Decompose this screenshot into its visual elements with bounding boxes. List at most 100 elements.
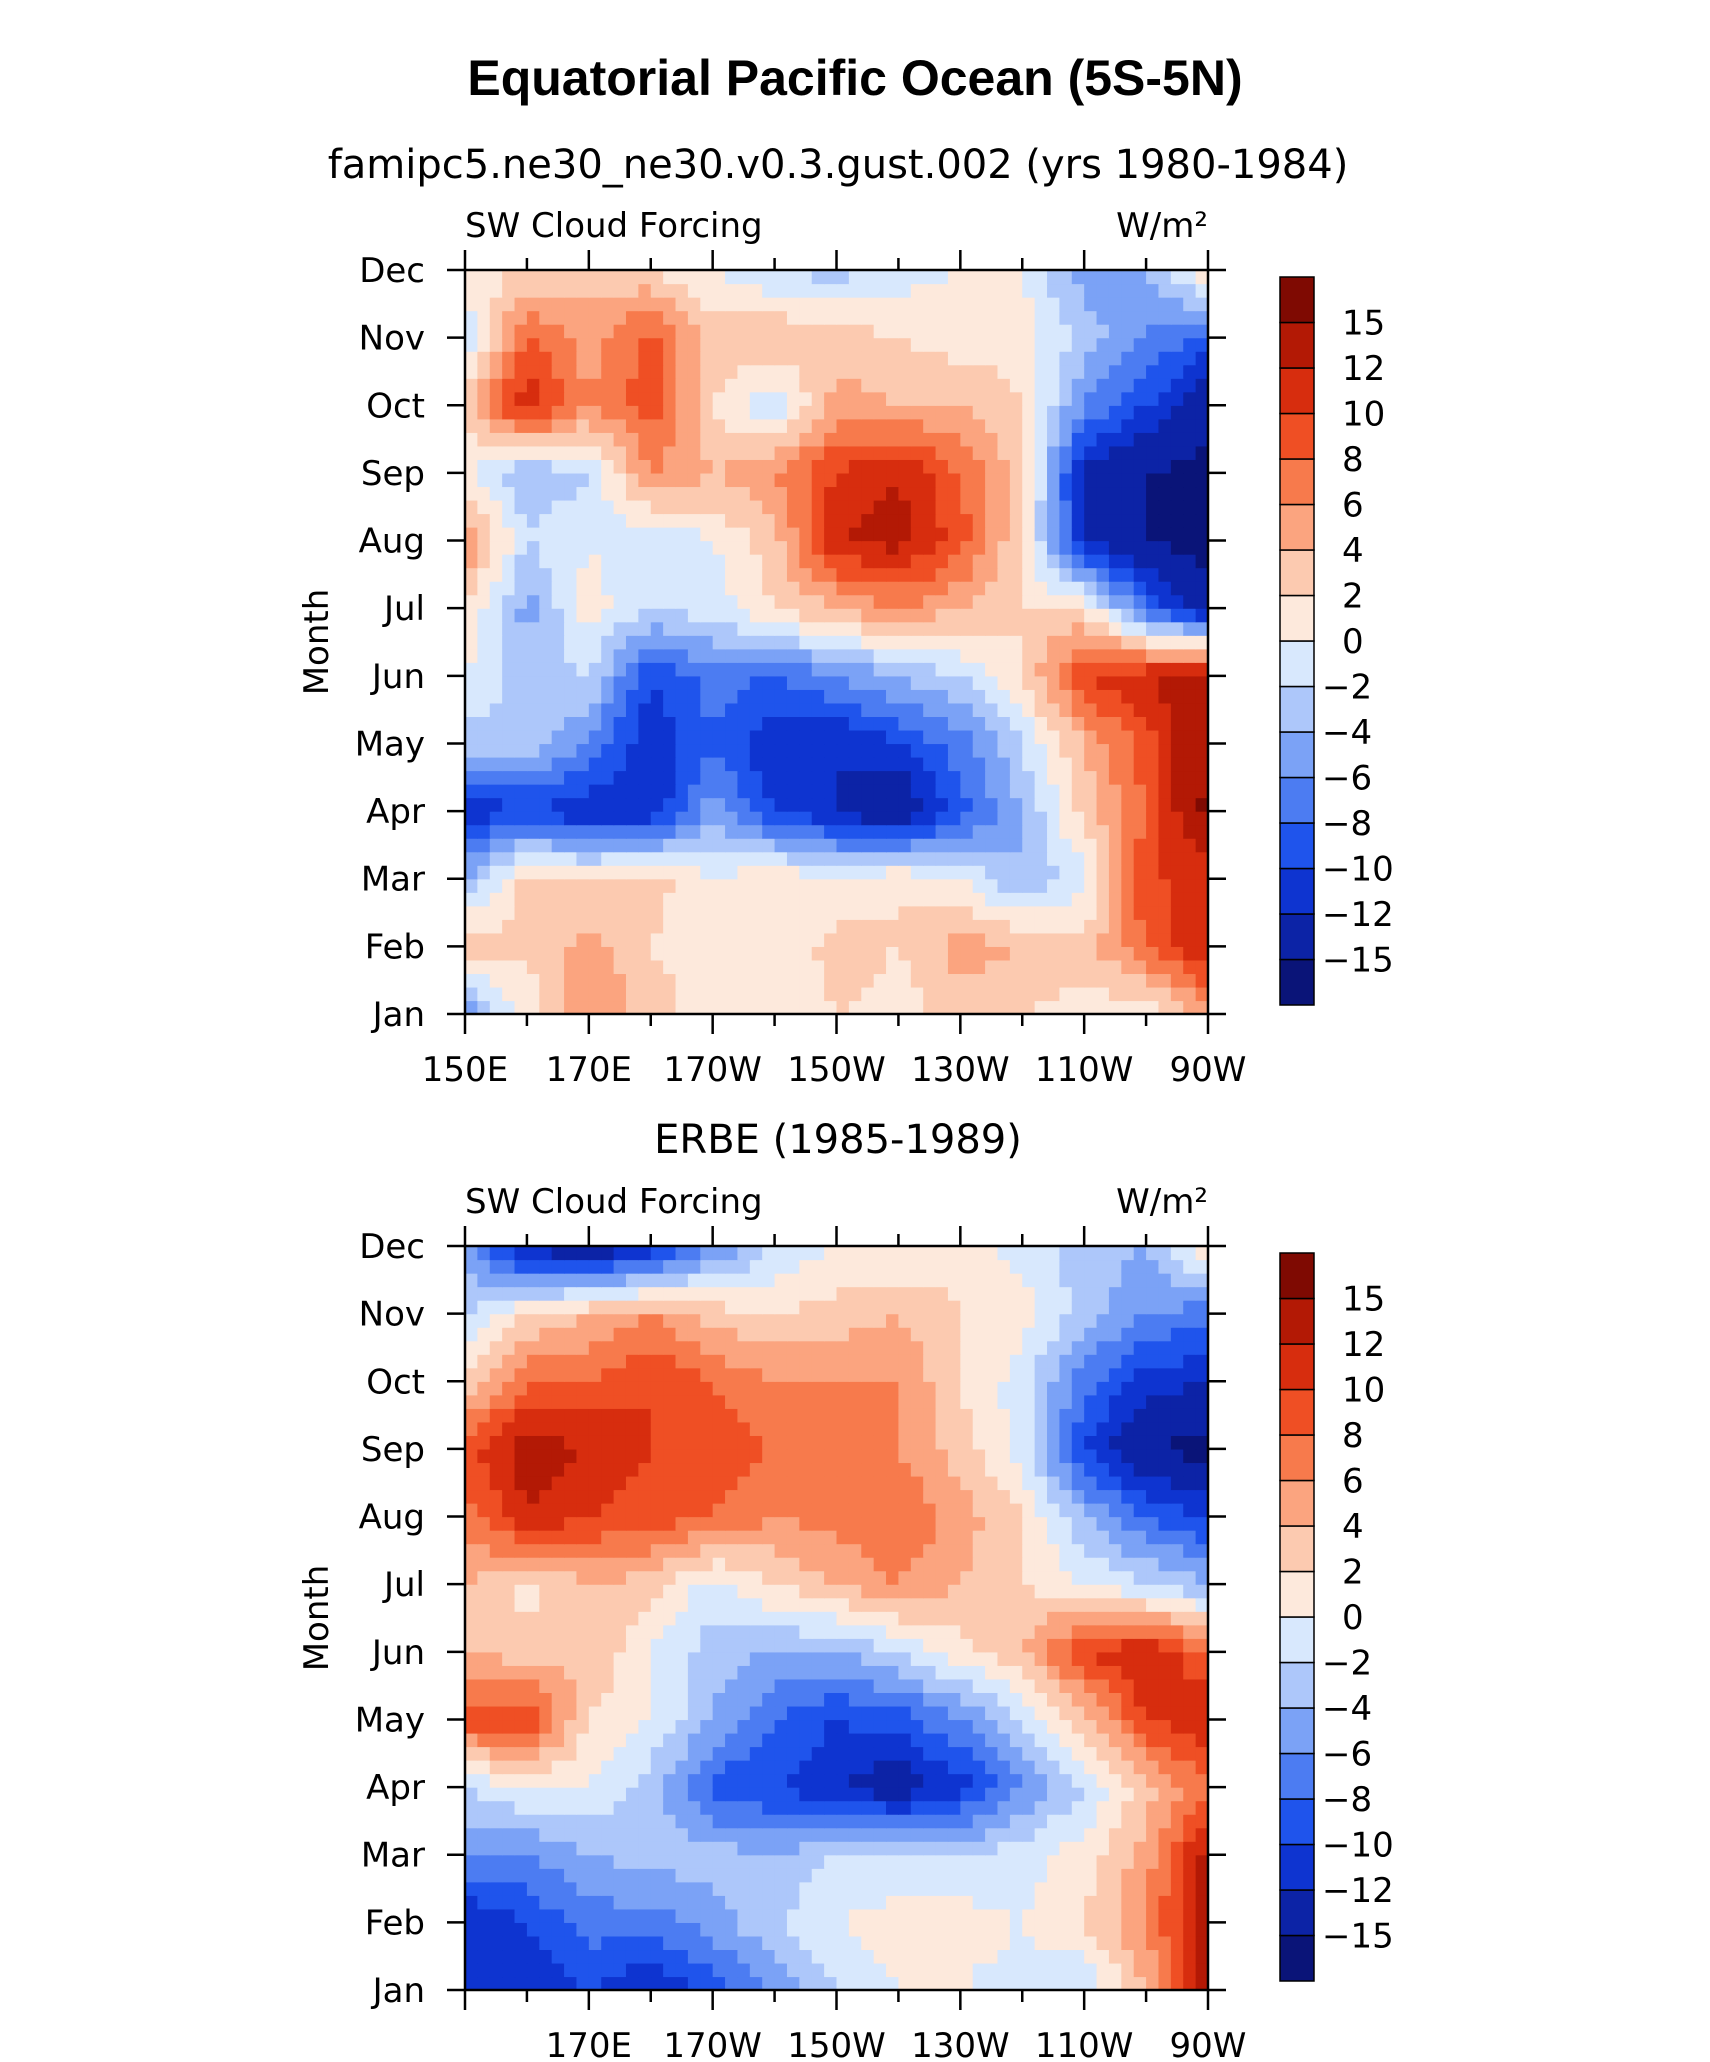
heatmap-cell <box>1009 797 1023 812</box>
heatmap-cell <box>1195 932 1209 947</box>
heatmap-cell <box>712 1719 726 1734</box>
heatmap-cell <box>1195 1000 1209 1015</box>
heatmap-cell <box>786 865 800 880</box>
heatmap-cell <box>1183 811 1197 826</box>
heatmap-cell <box>774 756 788 772</box>
heatmap-cell <box>1183 1732 1197 1748</box>
heatmap-cell <box>935 1908 949 1923</box>
heatmap-cell <box>1170 1760 1184 1775</box>
heatmap-cell <box>836 1895 850 1910</box>
heatmap-cell <box>737 878 751 893</box>
heatmap-cell <box>514 932 528 947</box>
heatmap-cell <box>873 418 887 433</box>
heatmap-cell <box>1121 1692 1135 1707</box>
heatmap-cell <box>675 1787 689 1802</box>
heatmap-cell <box>1022 865 1036 880</box>
heatmap-cell <box>762 581 776 596</box>
heatmap-cell <box>576 1868 590 1883</box>
heatmap-cell <box>1146 445 1160 460</box>
heatmap-cell <box>811 297 825 312</box>
heatmap-cell <box>886 1908 900 1923</box>
heatmap-cell <box>625 1895 639 1910</box>
heatmap-cell <box>613 932 627 947</box>
heatmap-cell <box>737 1962 751 1978</box>
heatmap-cell <box>1059 378 1073 393</box>
heatmap-cell <box>873 310 887 325</box>
heatmap-cell <box>687 418 701 433</box>
heatmap-cell <box>799 1949 813 1964</box>
heatmap-cell <box>898 1651 912 1666</box>
heatmap-cell <box>638 513 652 528</box>
heatmap-cell <box>650 1692 664 1707</box>
heatmap-cell <box>786 391 800 406</box>
heatmap-cell <box>861 946 875 961</box>
heatmap-cell <box>997 1719 1011 1734</box>
heatmap-cell <box>1121 959 1135 975</box>
heatmap-cell <box>997 743 1011 758</box>
heatmap-cell <box>997 1800 1011 1815</box>
heatmap-cell <box>1084 391 1098 406</box>
heatmap-cell <box>923 1935 937 1951</box>
heatmap-cell <box>960 351 974 366</box>
heatmap-cell <box>811 973 825 988</box>
heatmap-cell <box>799 297 813 312</box>
heatmap-cell <box>539 1976 553 1991</box>
heatmap-cell <box>1022 1935 1036 1951</box>
heatmap-cell <box>836 1773 850 1788</box>
heatmap-cell <box>1183 459 1197 474</box>
heatmap-cell <box>947 594 961 609</box>
heatmap-cell <box>638 1868 652 1883</box>
heatmap-cell <box>588 324 602 339</box>
heatmap-cell <box>824 283 838 298</box>
heatmap-cell <box>898 1719 912 1734</box>
heatmap-cell <box>514 1827 528 1842</box>
heatmap-cell <box>526 581 540 596</box>
heatmap-cell <box>588 675 602 690</box>
heatmap-cell <box>947 1935 961 1951</box>
heatmap-cell <box>1195 567 1209 582</box>
heatmap-cell <box>1195 648 1209 663</box>
heatmap-cell <box>687 1895 701 1910</box>
heatmap-cell <box>613 459 627 474</box>
heatmap-cell <box>811 1854 825 1869</box>
heatmap-cell <box>947 472 961 488</box>
heatmap-cell <box>502 892 516 907</box>
heatmap-cell <box>539 324 553 339</box>
heatmap-cell <box>1108 1705 1122 1721</box>
heatmap-cell <box>861 1651 875 1666</box>
heatmap-cell <box>799 1638 813 1653</box>
heatmap-cell <box>762 1732 776 1748</box>
heatmap-cell <box>1158 540 1172 555</box>
heatmap-cell <box>700 1800 714 1815</box>
heatmap-cell <box>1108 1746 1122 1761</box>
heatmap-cell <box>749 743 763 758</box>
heatmap-cell <box>725 1773 739 1788</box>
heatmap-cell <box>997 1665 1011 1680</box>
heatmap-cell <box>737 554 751 569</box>
heatmap-cell <box>774 1949 788 1964</box>
heatmap-cell <box>786 1746 800 1761</box>
heatmap-cell <box>1170 1719 1184 1734</box>
heatmap-cell <box>477 648 491 663</box>
heatmap-cell <box>811 932 825 947</box>
heatmap-cell <box>972 973 986 988</box>
heatmap-cell <box>465 784 478 799</box>
heatmap-cell <box>489 1732 503 1748</box>
heatmap-cell <box>848 1000 862 1015</box>
heatmap-cell <box>1158 527 1172 542</box>
heatmap-cell <box>1121 756 1135 772</box>
heatmap-cell <box>985 540 999 555</box>
heatmap-cell <box>836 1935 850 1951</box>
heatmap-cell <box>873 702 887 717</box>
heatmap-cell <box>1059 486 1073 501</box>
heatmap-cell <box>1022 689 1036 704</box>
heatmap-cell <box>564 1881 578 1896</box>
heatmap-cell <box>1047 838 1060 853</box>
heatmap-cell <box>613 283 627 298</box>
heatmap-cell <box>1158 1935 1172 1951</box>
heatmap-cell <box>1022 1746 1036 1761</box>
heatmap-cell <box>613 432 627 447</box>
heatmap-cell <box>1084 351 1098 366</box>
heatmap-cell <box>576 418 590 433</box>
heatmap-cell <box>539 919 553 934</box>
